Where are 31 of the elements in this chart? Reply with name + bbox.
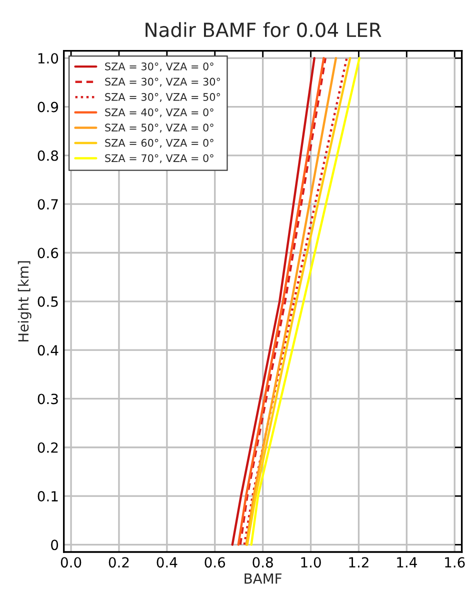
y-tick-label: 1.0 xyxy=(38,53,58,64)
y-tick-label: 0.2 xyxy=(38,442,58,453)
line-series xyxy=(231,57,316,546)
y-tick-label: 0.6 xyxy=(38,248,58,258)
y-tick-label: 0.8 xyxy=(38,150,58,161)
legend-label: SZA = 50°, VZA = 0° xyxy=(105,124,214,133)
y-tick-label: 0.9 xyxy=(38,102,58,112)
y-tick-label: 0.1 xyxy=(38,491,58,502)
y-tick-label: 0.4 xyxy=(38,345,58,356)
legend-label: SZA = 70°, VZA = 0° xyxy=(105,154,214,164)
x-tick-label: 0.8 xyxy=(252,557,273,568)
legend-label: SZA = 40°, VZA = 0° xyxy=(105,108,214,118)
y-tick-label: 0.7 xyxy=(38,199,58,210)
x-tick-label: 0.0 xyxy=(60,557,82,568)
y-tick-label: 0.5 xyxy=(38,296,58,307)
y-tick-label: 0 xyxy=(51,540,58,550)
chart-title: Nadir BAMF for 0.04 LER xyxy=(146,22,382,38)
x-tick-label: 1.6 xyxy=(445,557,465,568)
x-tick-label: 1.2 xyxy=(349,557,368,568)
y-axis-title: Height [km] xyxy=(18,261,32,342)
legend-label: SZA = 60°, VZA = 0° xyxy=(105,138,214,148)
x-axis-title: BAMF xyxy=(244,574,282,584)
legend-label: SZA = 30°, VZA = 50° xyxy=(105,93,220,102)
x-tick-label: 0.6 xyxy=(204,557,226,568)
x-tick-label: 0.4 xyxy=(156,557,178,568)
x-tick-label: 1.4 xyxy=(397,557,417,568)
x-tick-label: 1.0 xyxy=(301,557,321,568)
x-tick-label: 0.2 xyxy=(108,557,129,568)
legend-label: SZA = 30°, VZA = 0° xyxy=(105,62,214,72)
legend-label: SZA = 30°, VZA = 30° xyxy=(105,78,220,87)
y-tick-label: 0.3 xyxy=(38,394,58,404)
